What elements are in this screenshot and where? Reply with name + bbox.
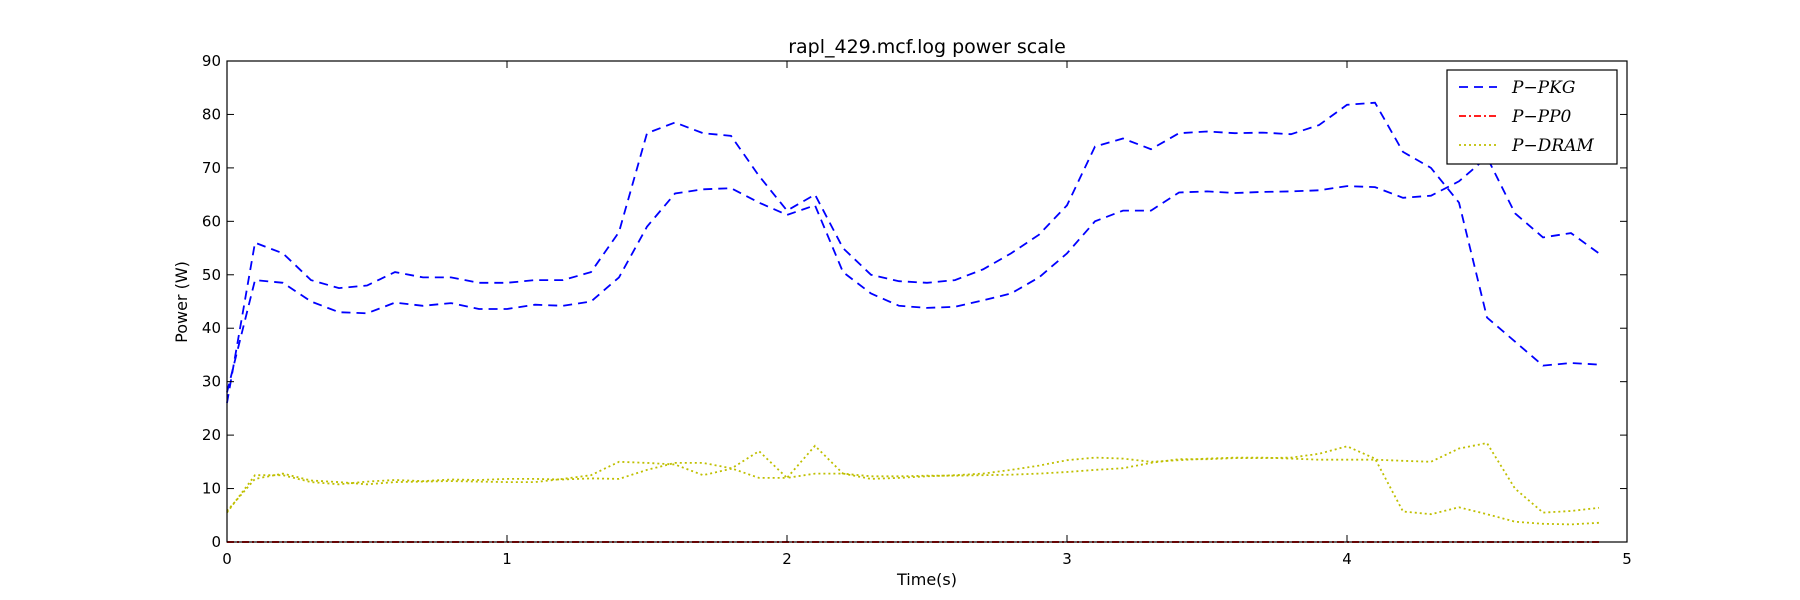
y-tick-label: 20 [202,426,221,444]
y-tick-label: 40 [202,319,221,337]
x-tick-label: 5 [1622,550,1632,568]
y-tick-label: 0 [211,533,221,551]
legend: P−PKG P−PP0 P−DRAM [1446,69,1618,165]
y-axis-label: Power (W) [172,261,191,343]
legend-label: P−DRAM [1511,136,1594,156]
x-tick-label: 3 [1062,550,1072,568]
x-axis-label: Time(s) [896,570,957,589]
y-tick-label: 80 [202,105,221,123]
y-tick-label: 50 [202,266,221,284]
x-tick-label: 0 [222,550,232,568]
y-tick-label: 70 [202,159,221,177]
series-line-1 [226,155,1600,393]
legend-label: P−PP0 [1511,107,1572,127]
chart-title: rapl_429.mcf.log power scale [788,36,1066,58]
series-line-0 [226,101,1600,404]
legend-label: P−PKG [1511,78,1575,98]
y-tick-label: 30 [202,373,221,391]
series-line-4 [226,444,1600,526]
x-tick-label: 1 [502,550,512,568]
y-tick-label: 90 [202,52,221,70]
y-tick-label: 10 [202,480,221,498]
x-tick-label: 2 [782,550,792,568]
series-line-5 [226,442,1600,514]
x-tick-label: 4 [1342,550,1352,568]
legend-box [1446,69,1618,165]
y-tick-label: 60 [202,212,221,230]
plot-frame [226,60,1628,543]
